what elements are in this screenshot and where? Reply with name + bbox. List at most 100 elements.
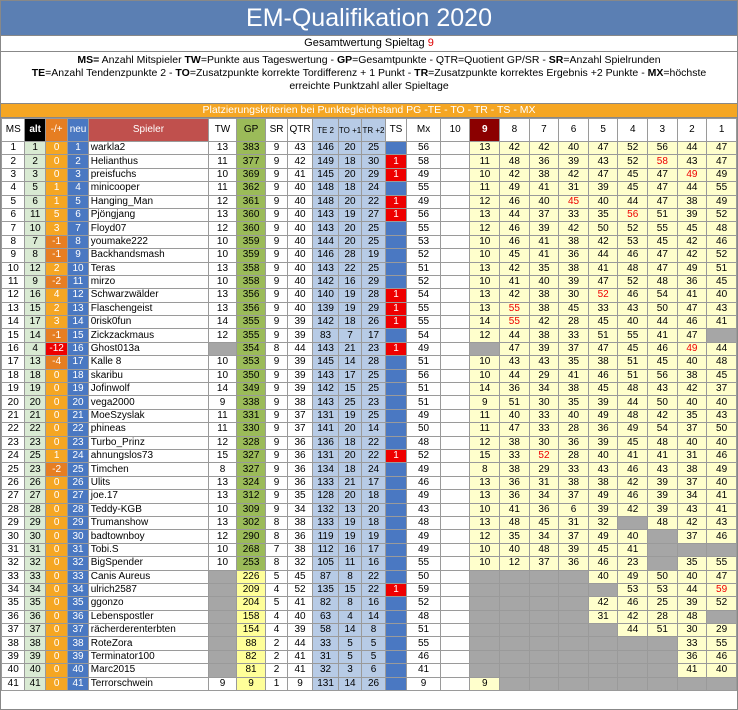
table-row[interactable]: 10 12 2 10 Teras 13 358 9 40 143 22 25 51 13 42 35 38 41 4… bbox=[0, 261, 737, 276]
table-row[interactable]: 3 3 0 3 preisfuchs 10 369 9 41 145 20 29 1 49 10 42 38 42… bbox=[0, 167, 737, 183]
cell-r5 bbox=[587, 636, 619, 651]
cell-r3 bbox=[647, 636, 678, 651]
cell-sr: 2 bbox=[265, 663, 288, 678]
table-row[interactable]: 36 36 0 36 Lebenspostler 158 4 40 63 4 14 48 31 42 28 4… bbox=[0, 609, 737, 625]
table-row[interactable]: 29 29 0 29 Trumanshow 13 302 8 38 133 19 18 48 13 48 45… bbox=[0, 515, 737, 531]
cell-ts bbox=[384, 502, 408, 517]
col-round-1[interactable]: 1 bbox=[706, 118, 737, 142]
cell-r10 bbox=[439, 167, 471, 183]
col-sr[interactable]: SR bbox=[265, 118, 288, 142]
cell-r2: 47 bbox=[676, 301, 708, 317]
table-row[interactable]: 7 10 3 7 Floyd07 12 360 9 40 143 20 25 55 12 46 39 42 50 5… bbox=[0, 221, 737, 236]
table-row[interactable]: 14 17 3 14 0risk0fun 14 355 9 39 142 18 26 1 55 14 55 42… bbox=[0, 315, 737, 330]
cell-r6: 33 bbox=[558, 328, 589, 343]
table-row[interactable]: 2 2 0 2 Helianthus 11 377 9 42 149 18 30 1 58 11 48 36 39… bbox=[0, 154, 737, 169]
cell-tr: 14 bbox=[361, 422, 386, 437]
cell-gp: 328 bbox=[235, 435, 267, 450]
cell-r6: 37 bbox=[558, 489, 589, 504]
cell-neu: 41 bbox=[67, 676, 89, 692]
table-row[interactable]: 25 23 -2 25 Timchen 8 327 9 36 134 18 24 49 8 38 29 33 43… bbox=[0, 462, 737, 477]
col-qtr[interactable]: QTR bbox=[286, 118, 314, 142]
table-row[interactable]: 39 39 0 39 Terminator100 82 2 41 31 5 5 46 36 46 bbox=[0, 649, 737, 665]
table-row[interactable]: 4 5 1 4 minicooper 11 362 9 40 148 18 24 55 11 49 41 31 3… bbox=[0, 181, 737, 196]
table-row[interactable]: 5 6 1 5 Hanging_Man 12 361 9 40 148 20 22 1 49 12 46 40 4… bbox=[0, 194, 737, 209]
table-row[interactable]: 32 32 0 32 BigSpender 10 253 8 32 105 11 16 55 10 12 37… bbox=[0, 556, 737, 571]
table-row[interactable]: 38 38 0 38 RoteZora 88 2 44 33 5 5 55 33 55 bbox=[0, 636, 737, 651]
table-row[interactable]: 31 31 0 31 Tobi.S 10 268 7 38 112 16 17 49 10 40 48 39 45… bbox=[0, 542, 737, 558]
table-row[interactable]: 6 11 5 6 Pjöngjang 13 360 9 40 143 19 27 1 56 13 44 37 33… bbox=[0, 207, 737, 223]
table-row[interactable]: 15 14 -1 15 Zickzackmaus 12 355 9 39 83 7 17 54 12 44 3… bbox=[0, 328, 737, 343]
col-diff[interactable]: -/+ bbox=[44, 118, 69, 142]
table-row[interactable]: 9 8 -1 9 Backhandsmash 10 359 9 40 146 28 19 52 10 45 4… bbox=[0, 248, 737, 263]
table-row[interactable]: 18 18 0 18 skaribu 10 350 9 39 143 17 25 56 10 44 29 41 4… bbox=[0, 368, 737, 384]
table-row[interactable]: 11 9 -2 11 mirzo 10 358 9 40 142 16 29 52 10 41 40 39 47 5… bbox=[0, 274, 737, 290]
col-alt[interactable]: alt bbox=[24, 118, 46, 142]
col-ts[interactable]: TS bbox=[384, 118, 408, 142]
col-round-7[interactable]: 7 bbox=[528, 118, 560, 142]
table-row[interactable]: 40 40 0 40 Marc2015 81 2 41 32 3 6 41 41 40 bbox=[0, 663, 737, 678]
table-row[interactable]: 26 26 0 26 Ulits 13 324 9 36 133 21 17 46 13 36 31 38 38 4… bbox=[0, 475, 737, 491]
cell-to: 19 bbox=[337, 515, 363, 531]
table-row[interactable]: 41 41 0 41 Terrorschwein 9 9 1 9 131 14 26 9 9 bbox=[0, 676, 737, 692]
cell-alt: 23 bbox=[24, 462, 46, 477]
cell-r6: 38 bbox=[558, 234, 589, 250]
cell-spieler: joe.17 bbox=[87, 489, 210, 504]
cell-r10 bbox=[439, 623, 471, 638]
col-neu[interactable]: neu bbox=[67, 118, 89, 142]
table-row[interactable]: 27 27 0 27 joe.17 13 312 9 35 128 20 18 49 13 36 34 37 49… bbox=[0, 489, 737, 504]
cell-r7: 52 bbox=[528, 448, 560, 464]
table-row[interactable]: 12 16 4 12 Schwarzwälder 13 356 9 40 140 19 28 1 54 13… bbox=[0, 288, 737, 303]
cell-alt: 21 bbox=[24, 408, 46, 424]
cell-r10 bbox=[439, 382, 471, 397]
col-te[interactable]: TE 2 bbox=[312, 118, 339, 142]
cell-tr: 25 bbox=[361, 368, 386, 384]
cell-gp: 361 bbox=[235, 194, 267, 209]
table-row[interactable]: 8 7 -1 8 youmake222 10 359 9 40 144 20 25 53 10 46 41 38… bbox=[0, 234, 737, 250]
col-round-2[interactable]: 2 bbox=[676, 118, 708, 142]
table-row[interactable]: 30 30 0 30 badtownboy 12 290 8 36 119 19 19 49 12 35 34… bbox=[0, 529, 737, 544]
table-row[interactable]: 16 4 -12 16 Ghost013a 354 8 44 143 21 23 1 49 47 39 37 4… bbox=[0, 341, 737, 357]
table-row[interactable]: 22 22 0 22 phineas 11 330 9 37 141 20 14 50 11 47 33 28 3… bbox=[0, 422, 737, 437]
cell-qtr: 39 bbox=[286, 623, 314, 638]
col-spieler[interactable]: Spieler bbox=[87, 118, 210, 142]
col-ms[interactable]: MS bbox=[0, 118, 26, 142]
cell-r10 bbox=[439, 288, 471, 303]
col-tw[interactable]: TW bbox=[208, 118, 237, 142]
cell-r2: 39 bbox=[676, 596, 708, 611]
table-row[interactable]: 35 35 0 35 ggonzo 204 5 41 82 8 16 52 42 46 25 39 52 bbox=[0, 596, 737, 611]
col-round-10[interactable]: 10 bbox=[439, 118, 471, 142]
col-tr[interactable]: TR +2 bbox=[361, 118, 386, 142]
col-gp[interactable]: GP bbox=[235, 118, 267, 142]
cell-ts: 1 bbox=[384, 207, 408, 223]
col-round-5[interactable]: 5 bbox=[587, 118, 619, 142]
table-row[interactable]: 20 20 0 20 vega2000 9 338 9 38 143 25 23 51 9 51 30 35 39… bbox=[0, 395, 737, 410]
col-to[interactable]: TO +1 bbox=[337, 118, 363, 142]
table-row[interactable]: 34 34 0 34 ulrich2587 209 4 52 135 15 22 1 59 53 53 44 5… bbox=[0, 582, 737, 598]
table-row[interactable]: 21 21 0 21 MoeSzyslak 11 331 9 37 131 19 25 49 11 40 33… bbox=[0, 408, 737, 424]
col-round-3[interactable]: 3 bbox=[647, 118, 678, 142]
table-row[interactable]: 23 23 0 23 Turbo_Prinz 12 328 9 36 136 18 22 48 12 38 3… bbox=[0, 435, 737, 450]
col-mx[interactable]: Mx bbox=[406, 118, 441, 142]
cell-r1: 46 bbox=[706, 649, 737, 665]
table-row[interactable]: 19 19 0 19 Jofinwolf 14 349 9 39 142 15 25 51 14 36 34 3… bbox=[0, 382, 737, 397]
table-row[interactable]: 1 1 0 1 warkla2 13 383 9 43 146 20 25 56 13 42 42 40 47 52… bbox=[0, 140, 737, 156]
cell-diff: 1 bbox=[44, 181, 69, 196]
cell-r8: 36 bbox=[499, 382, 530, 397]
col-round-4[interactable]: 4 bbox=[617, 118, 649, 142]
col-round-9[interactable]: 9 bbox=[469, 118, 501, 142]
table-row[interactable]: 24 25 1 24 ahnungslos73 15 327 9 36 131 20 22 1 52 15 3… bbox=[0, 448, 737, 464]
cell-r2: 30 bbox=[676, 623, 708, 638]
col-round-6[interactable]: 6 bbox=[558, 118, 589, 142]
cell-ms: 28 bbox=[0, 502, 26, 517]
cell-diff: 0 bbox=[44, 529, 69, 544]
table-row[interactable]: 37 37 0 37 rächerderenterbten 154 4 39 58 14 8 51 44… bbox=[0, 623, 737, 638]
cell-to: 19 bbox=[337, 408, 363, 424]
table-row[interactable]: 33 33 0 33 Canis Aureus 226 5 45 87 8 22 50 40 49 50 40… bbox=[0, 569, 737, 584]
table-row[interactable]: 17 13 -4 17 Kalle 8 10 353 9 39 145 14 28 51 10 43 43 35… bbox=[0, 355, 737, 370]
cell-spieler: Jofinwolf bbox=[87, 382, 210, 397]
table-row[interactable]: 13 15 2 13 Flaschengeist 13 356 9 40 139 19 29 1 55 13… bbox=[0, 301, 737, 317]
cell-tr: 25 bbox=[361, 140, 386, 156]
cell-ms: 1 bbox=[0, 140, 26, 156]
col-round-8[interactable]: 8 bbox=[499, 118, 530, 142]
table-row[interactable]: 28 28 0 28 Teddy-KGB 10 309 9 34 132 13 20 43 10 41 36 6… bbox=[0, 502, 737, 517]
